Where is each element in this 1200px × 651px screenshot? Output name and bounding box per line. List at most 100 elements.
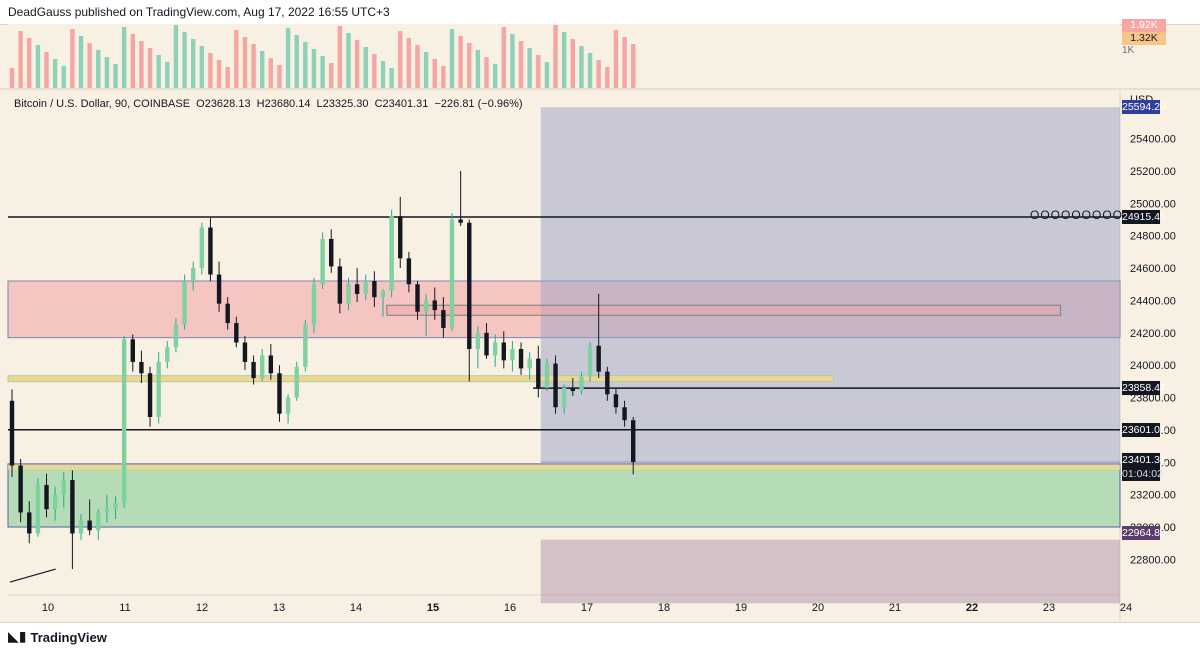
- legend-symbol: Bitcoin / U.S. Dollar, 90, COINBASE: [14, 98, 191, 110]
- candle-body: [121, 339, 127, 503]
- volume-bar: [121, 27, 127, 88]
- last-price-tag: 23401.31: [1122, 453, 1166, 468]
- candle-body: [398, 216, 403, 259]
- x-tick-label: 17: [581, 602, 593, 614]
- highlight-band-lower: [8, 464, 1120, 470]
- candle-body: [631, 420, 636, 463]
- volume-bar: [27, 38, 32, 88]
- candle-body: [216, 274, 222, 304]
- volume-bar: [492, 64, 498, 88]
- price-tag: 23601.04: [1122, 422, 1166, 437]
- candle-body: [311, 284, 317, 325]
- volume-bar: [130, 34, 135, 88]
- volume-bar: [147, 48, 153, 88]
- footer: ◣▮ TradingView: [0, 622, 1200, 651]
- volume-bar: [398, 31, 403, 88]
- volume-bar: [432, 59, 437, 88]
- legend-open: O23628.13: [196, 98, 251, 110]
- x-tick-label: 19: [735, 602, 747, 614]
- volume-bar: [579, 46, 584, 88]
- legend-close: C23401.31: [374, 98, 429, 110]
- y-tick-label: 24800.00: [1130, 231, 1176, 243]
- volume-bar: [268, 58, 274, 88]
- volume-bar: [449, 29, 455, 88]
- volume-bar: [225, 67, 230, 88]
- volume-pane: [8, 24, 1120, 88]
- volume-bar: [165, 62, 170, 88]
- marked-box: [386, 304, 1062, 316]
- volume-bar: [251, 44, 256, 88]
- volume-bar: [61, 66, 66, 88]
- candle-body: [260, 355, 265, 379]
- volume-tag-top: 1.92K: [1122, 19, 1166, 32]
- candle-body: [406, 258, 412, 285]
- candle-body: [96, 512, 101, 531]
- volume-bar: [70, 29, 75, 88]
- price-tag: 22964.83: [1122, 525, 1166, 540]
- x-tick-label: 18: [658, 602, 670, 614]
- candle-body: [467, 222, 472, 349]
- x-tick-label: 20: [812, 602, 824, 614]
- candle-body: [561, 387, 567, 408]
- candle-body: [208, 227, 213, 275]
- volume-bar: [18, 31, 23, 88]
- candle-body: [510, 348, 515, 361]
- candle-body: [587, 345, 593, 377]
- candle-body: [518, 348, 524, 369]
- candle-body: [165, 347, 170, 362]
- volume-bar: [484, 57, 489, 88]
- candle-body: [18, 465, 23, 513]
- highlight-band: [7, 375, 834, 383]
- y-tick-label: 23200.00: [1130, 490, 1176, 502]
- candle-body: [303, 324, 308, 367]
- price-chart[interactable]: 22800.0023000.0023200.0023400.0023600.00…: [0, 0, 1200, 622]
- volume-bar: [35, 45, 41, 88]
- price-tag: 23858.47: [1122, 381, 1166, 396]
- candle-body: [173, 324, 179, 348]
- volume-tag-main: 1.32K: [1122, 32, 1166, 45]
- demand-zone: [7, 463, 1121, 528]
- candle-body: [199, 227, 205, 269]
- x-tick-label: 14: [350, 602, 362, 614]
- volume-tag-unit: 1K: [1122, 45, 1135, 56]
- publish-info: DeadGauss published on TradingView.com, …: [8, 5, 390, 19]
- volume-bar: [182, 32, 187, 88]
- volume-bar: [216, 60, 222, 88]
- candle-body: [242, 342, 248, 362]
- candle-body: [27, 512, 32, 534]
- price-tag: 25594.20: [1122, 100, 1166, 115]
- volume-bar: [510, 34, 515, 88]
- volume-bar: [208, 53, 213, 88]
- volume-bar: [475, 50, 481, 88]
- position-target-zone: [540, 107, 1120, 463]
- volume-bar: [87, 43, 92, 88]
- candle-body: [596, 345, 601, 372]
- candle-body: [44, 484, 49, 510]
- candle-body: [423, 300, 429, 312]
- volume-bar: [44, 52, 49, 88]
- candle-body: [156, 361, 161, 417]
- volume-bar: [311, 49, 317, 88]
- volume-bar: [260, 51, 265, 88]
- candle-body: [613, 394, 619, 408]
- volume-bar: [518, 41, 524, 88]
- candle-body: [501, 342, 506, 361]
- candle-body: [329, 238, 334, 267]
- tradingview-logo[interactable]: ◣▮ TradingView: [8, 629, 107, 645]
- candle-body: [492, 342, 498, 356]
- volume-bar: [587, 53, 593, 88]
- candle-body: [139, 361, 144, 374]
- volume-bar: [9, 68, 15, 88]
- volume-bar: [354, 40, 360, 88]
- volume-bar: [52, 59, 58, 88]
- y-tick-label: 25200.00: [1130, 166, 1176, 178]
- volume-bar: [631, 44, 636, 88]
- position-stop-zone: [540, 539, 1120, 604]
- volume-bar: [553, 25, 558, 88]
- volume-bar: [320, 56, 325, 88]
- volume-bar: [96, 50, 101, 88]
- candle-body: [380, 290, 386, 298]
- candle-body: [78, 520, 84, 534]
- pane-separator[interactable]: [0, 88, 1200, 90]
- candle-body: [130, 339, 135, 362]
